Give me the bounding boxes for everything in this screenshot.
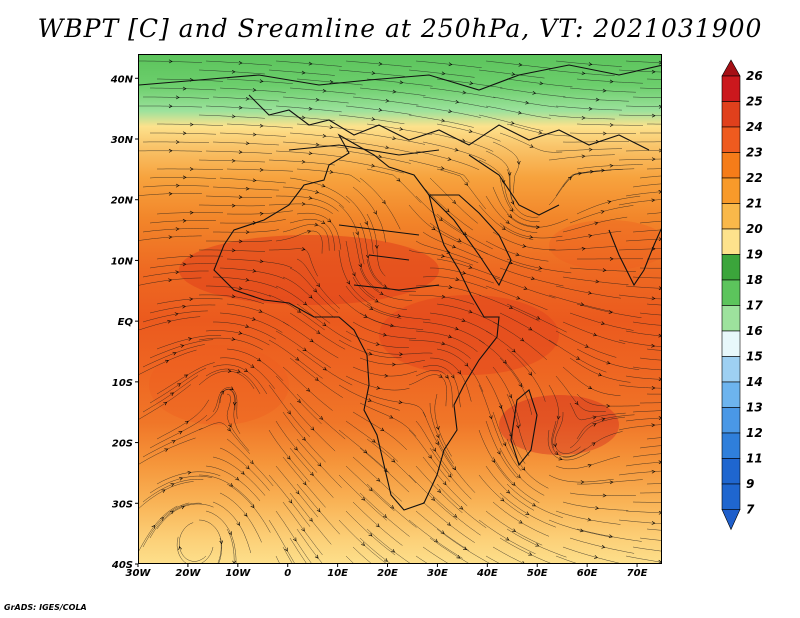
latitude-labels: 40N 30N 20N 10N EQ 10S 20S 30S 40S [110,74,138,571]
madagascar-outline [510,389,538,467]
african-borders [338,224,440,291]
lat-label: 20S [112,439,133,450]
interior-borders [248,94,650,151]
arabia-outline [427,194,512,287]
colorbar-top-arrow [721,59,741,77]
colorbar-label: 14 [746,375,763,389]
lon-label: 20W [175,568,201,579]
lat-label: 30N [111,135,134,146]
lon-label: 0 [284,568,291,579]
chart-title: WBPT [C] and Sreamline at 250hPa, VT: 20… [37,14,763,43]
colorbar-label: 21 [746,197,763,211]
colorbar-segment [721,101,741,128]
colorbar-segment [721,432,741,459]
lon-label: 60E [577,568,598,579]
colorbar-segment [721,254,741,281]
streamlines [139,59,661,563]
colorbar-segment [721,305,741,332]
lon-label: 50E [527,568,548,579]
colorbar-label: 12 [746,426,763,440]
lat-label: 20N [111,196,134,207]
warm-core-arabian-sea [549,220,661,270]
lat-label: 10S [112,378,133,389]
eurasia-coast [139,64,661,91]
lat-label: 30S [112,499,133,510]
colorbar-segment [721,458,741,485]
colorbar-segment [721,126,741,153]
lat-label: 40S [111,560,133,571]
map-canvas [139,55,661,563]
colorbar-label: 23 [746,146,763,160]
warm-core-madagascar [499,395,619,455]
colorbar-label: 22 [746,171,763,185]
colorbar-label: 11 [746,452,763,466]
colorbar-label: 24 [746,120,763,134]
lon-label: 30W [126,568,152,579]
colorbar-label: 16 [746,324,763,338]
colorbar-label: 17 [746,299,763,313]
lon-label: 30E [427,568,448,579]
colorbar-segments [721,59,741,531]
colorbar-segment [721,381,741,408]
lat-label: EQ [118,317,134,328]
lon-label: 70E [627,568,648,579]
colorbar-label: 15 [746,350,763,364]
colorbar-label: 9 [746,477,754,491]
grads-credit: GrADS: IGES/COLA [4,603,87,612]
lon-label: 10W [225,568,251,579]
lon-label: 10E [327,568,348,579]
lat-label: 10N [111,256,134,267]
india-outline [608,228,661,287]
colorbar-segment [721,152,741,179]
colorbar-segment [721,407,741,434]
longitude-labels: 30W 20W 10W 0 10E 20E 30E 40E 50E 60E 70E [126,564,648,579]
lon-label: 40E [476,568,498,579]
colorbar-labels: 26 25 24 23 22 21 20 19 18 17 16 15 14 13 12 11 9 7 [746,69,763,517]
colorbar-label: 19 [746,248,763,262]
mediterranean-coast [288,144,440,156]
colorbar-segment [721,279,741,306]
colorbar: 26 25 24 23 22 21 20 19 18 17 16 15 14 13 12 11 9 7 [721,59,763,531]
streamline-arrows [151,59,661,563]
colorbar-segment [721,330,741,357]
streamline-paths [139,60,661,563]
lon-label: 20E [377,568,398,579]
colorbar-segment [721,177,741,204]
colorbar-label: 20 [746,222,763,236]
africa-outline [213,133,500,511]
coastlines [139,64,661,511]
middle-east-coast [468,154,560,216]
colorbar-label: 18 [746,273,763,287]
lat-label: 40N [110,74,134,85]
colorbar-segment [721,203,741,230]
colorbar-segment [721,483,741,510]
colorbar-segment [721,356,741,383]
colorbar-bottom-arrow [721,509,741,531]
colorbar-label: 13 [746,401,763,415]
colorbar-label: 7 [746,503,755,517]
colorbar-label: 26 [746,69,763,83]
colorbar-segment [721,228,741,255]
map-panel [138,54,662,564]
warm-core-atlantic [149,345,289,425]
colorbar-label: 25 [746,95,763,109]
colorbar-segment [721,75,741,102]
